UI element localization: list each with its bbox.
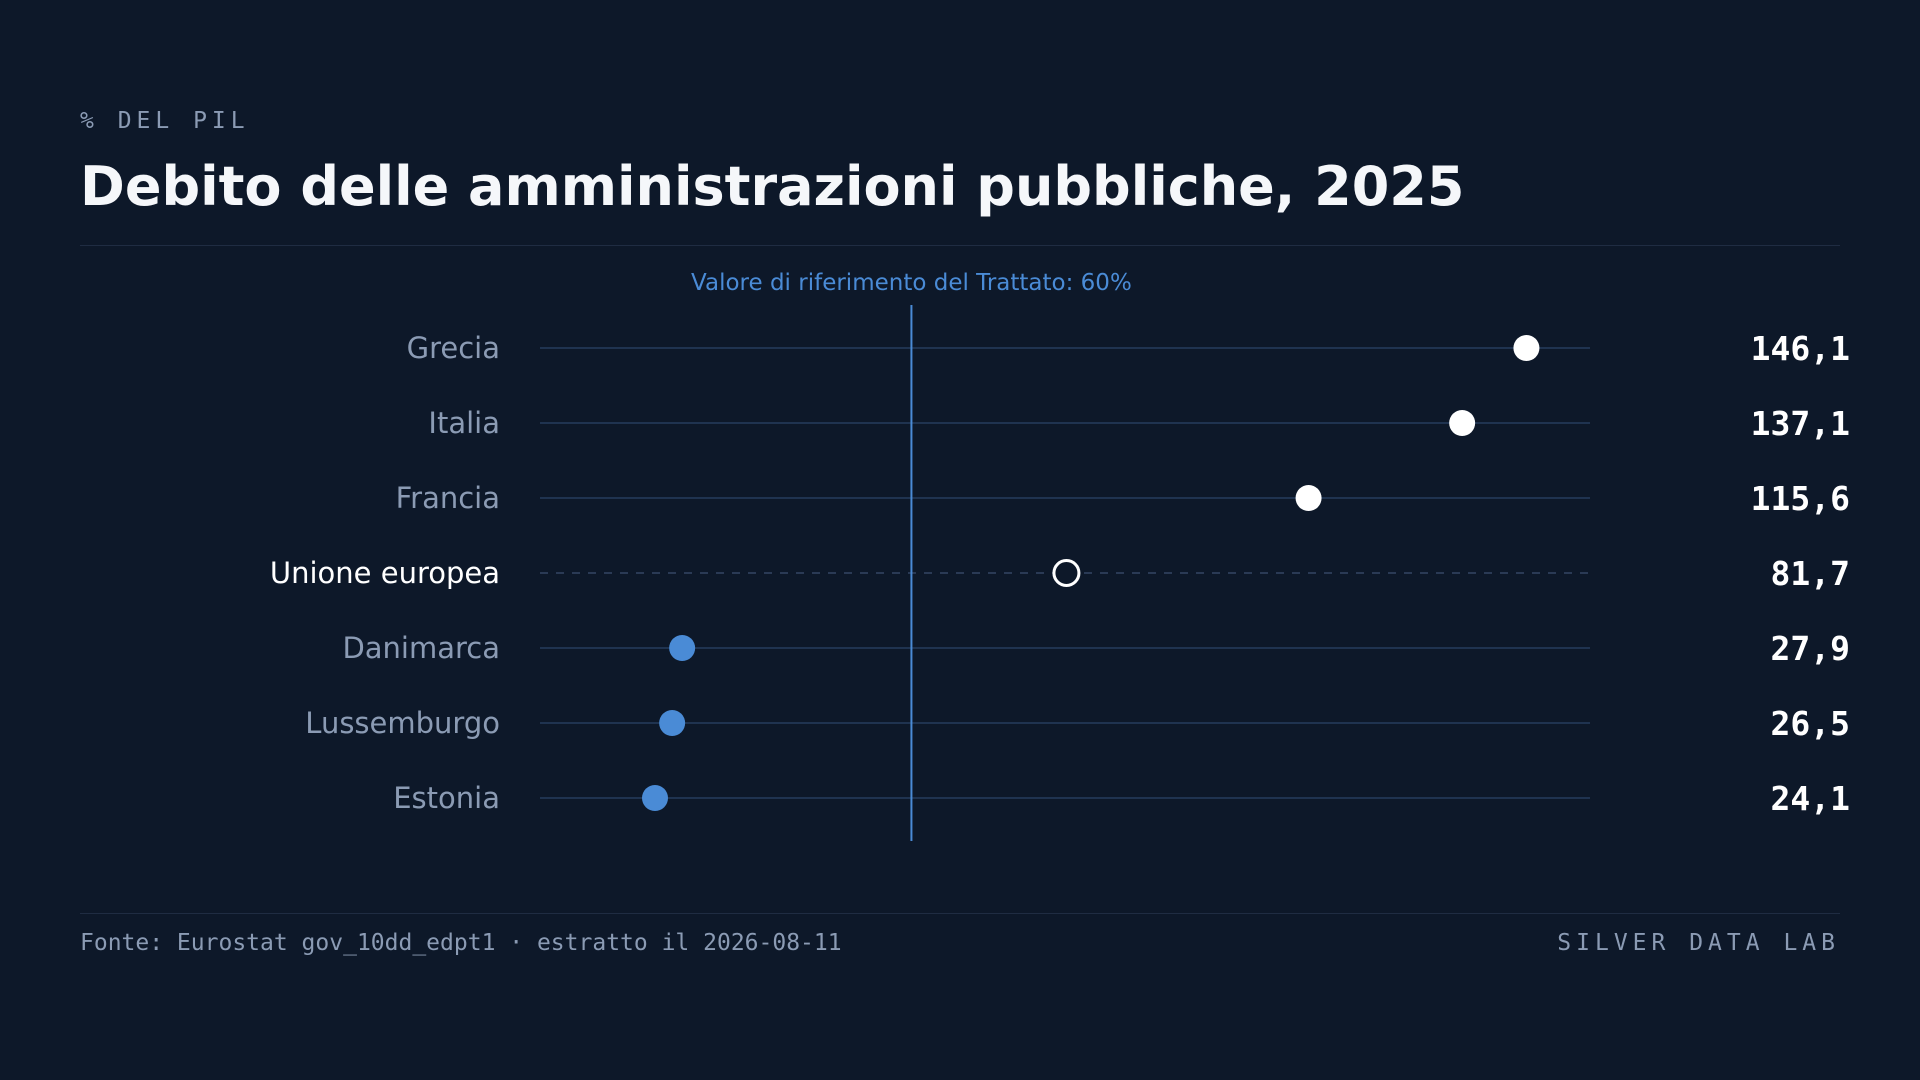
footer-divider xyxy=(80,913,1840,914)
chart-title: Debito delle amministrazioni pubbliche, … xyxy=(80,155,1465,218)
value-label: 115,6 xyxy=(1751,479,1850,518)
header-divider xyxy=(80,245,1840,246)
category-label: Francia xyxy=(396,481,500,515)
category-label: Unione europea xyxy=(270,556,500,590)
value-label: 24,1 xyxy=(1771,779,1850,818)
category-label: Danimarca xyxy=(342,631,500,665)
footer-source: Fonte: Eurostat gov_10dd_edpt1 · estratt… xyxy=(80,930,842,956)
value-label: 26,5 xyxy=(1771,704,1850,743)
footer-brand: SILVER DATA LAB xyxy=(1557,930,1840,956)
data-point xyxy=(1295,485,1322,511)
data-point xyxy=(1513,335,1540,361)
category-label: Grecia xyxy=(407,331,500,365)
data-point xyxy=(642,785,668,811)
value-label: 81,7 xyxy=(1771,554,1850,593)
chart-kicker: % DEL PIL xyxy=(80,108,250,134)
data-point xyxy=(659,710,686,736)
data-point-aggregate xyxy=(1052,559,1081,587)
data-point xyxy=(1449,410,1476,436)
category-label: Italia xyxy=(428,406,500,440)
value-label: 146,1 xyxy=(1751,329,1850,368)
data-point xyxy=(669,635,696,661)
category-label: Lussemburgo xyxy=(305,706,500,740)
category-label: Estonia xyxy=(393,781,500,815)
value-label: 137,1 xyxy=(1751,404,1850,443)
value-label: 27,9 xyxy=(1771,629,1850,668)
reference-line-label: Valore di riferimento del Trattato: 60% xyxy=(691,270,1132,296)
